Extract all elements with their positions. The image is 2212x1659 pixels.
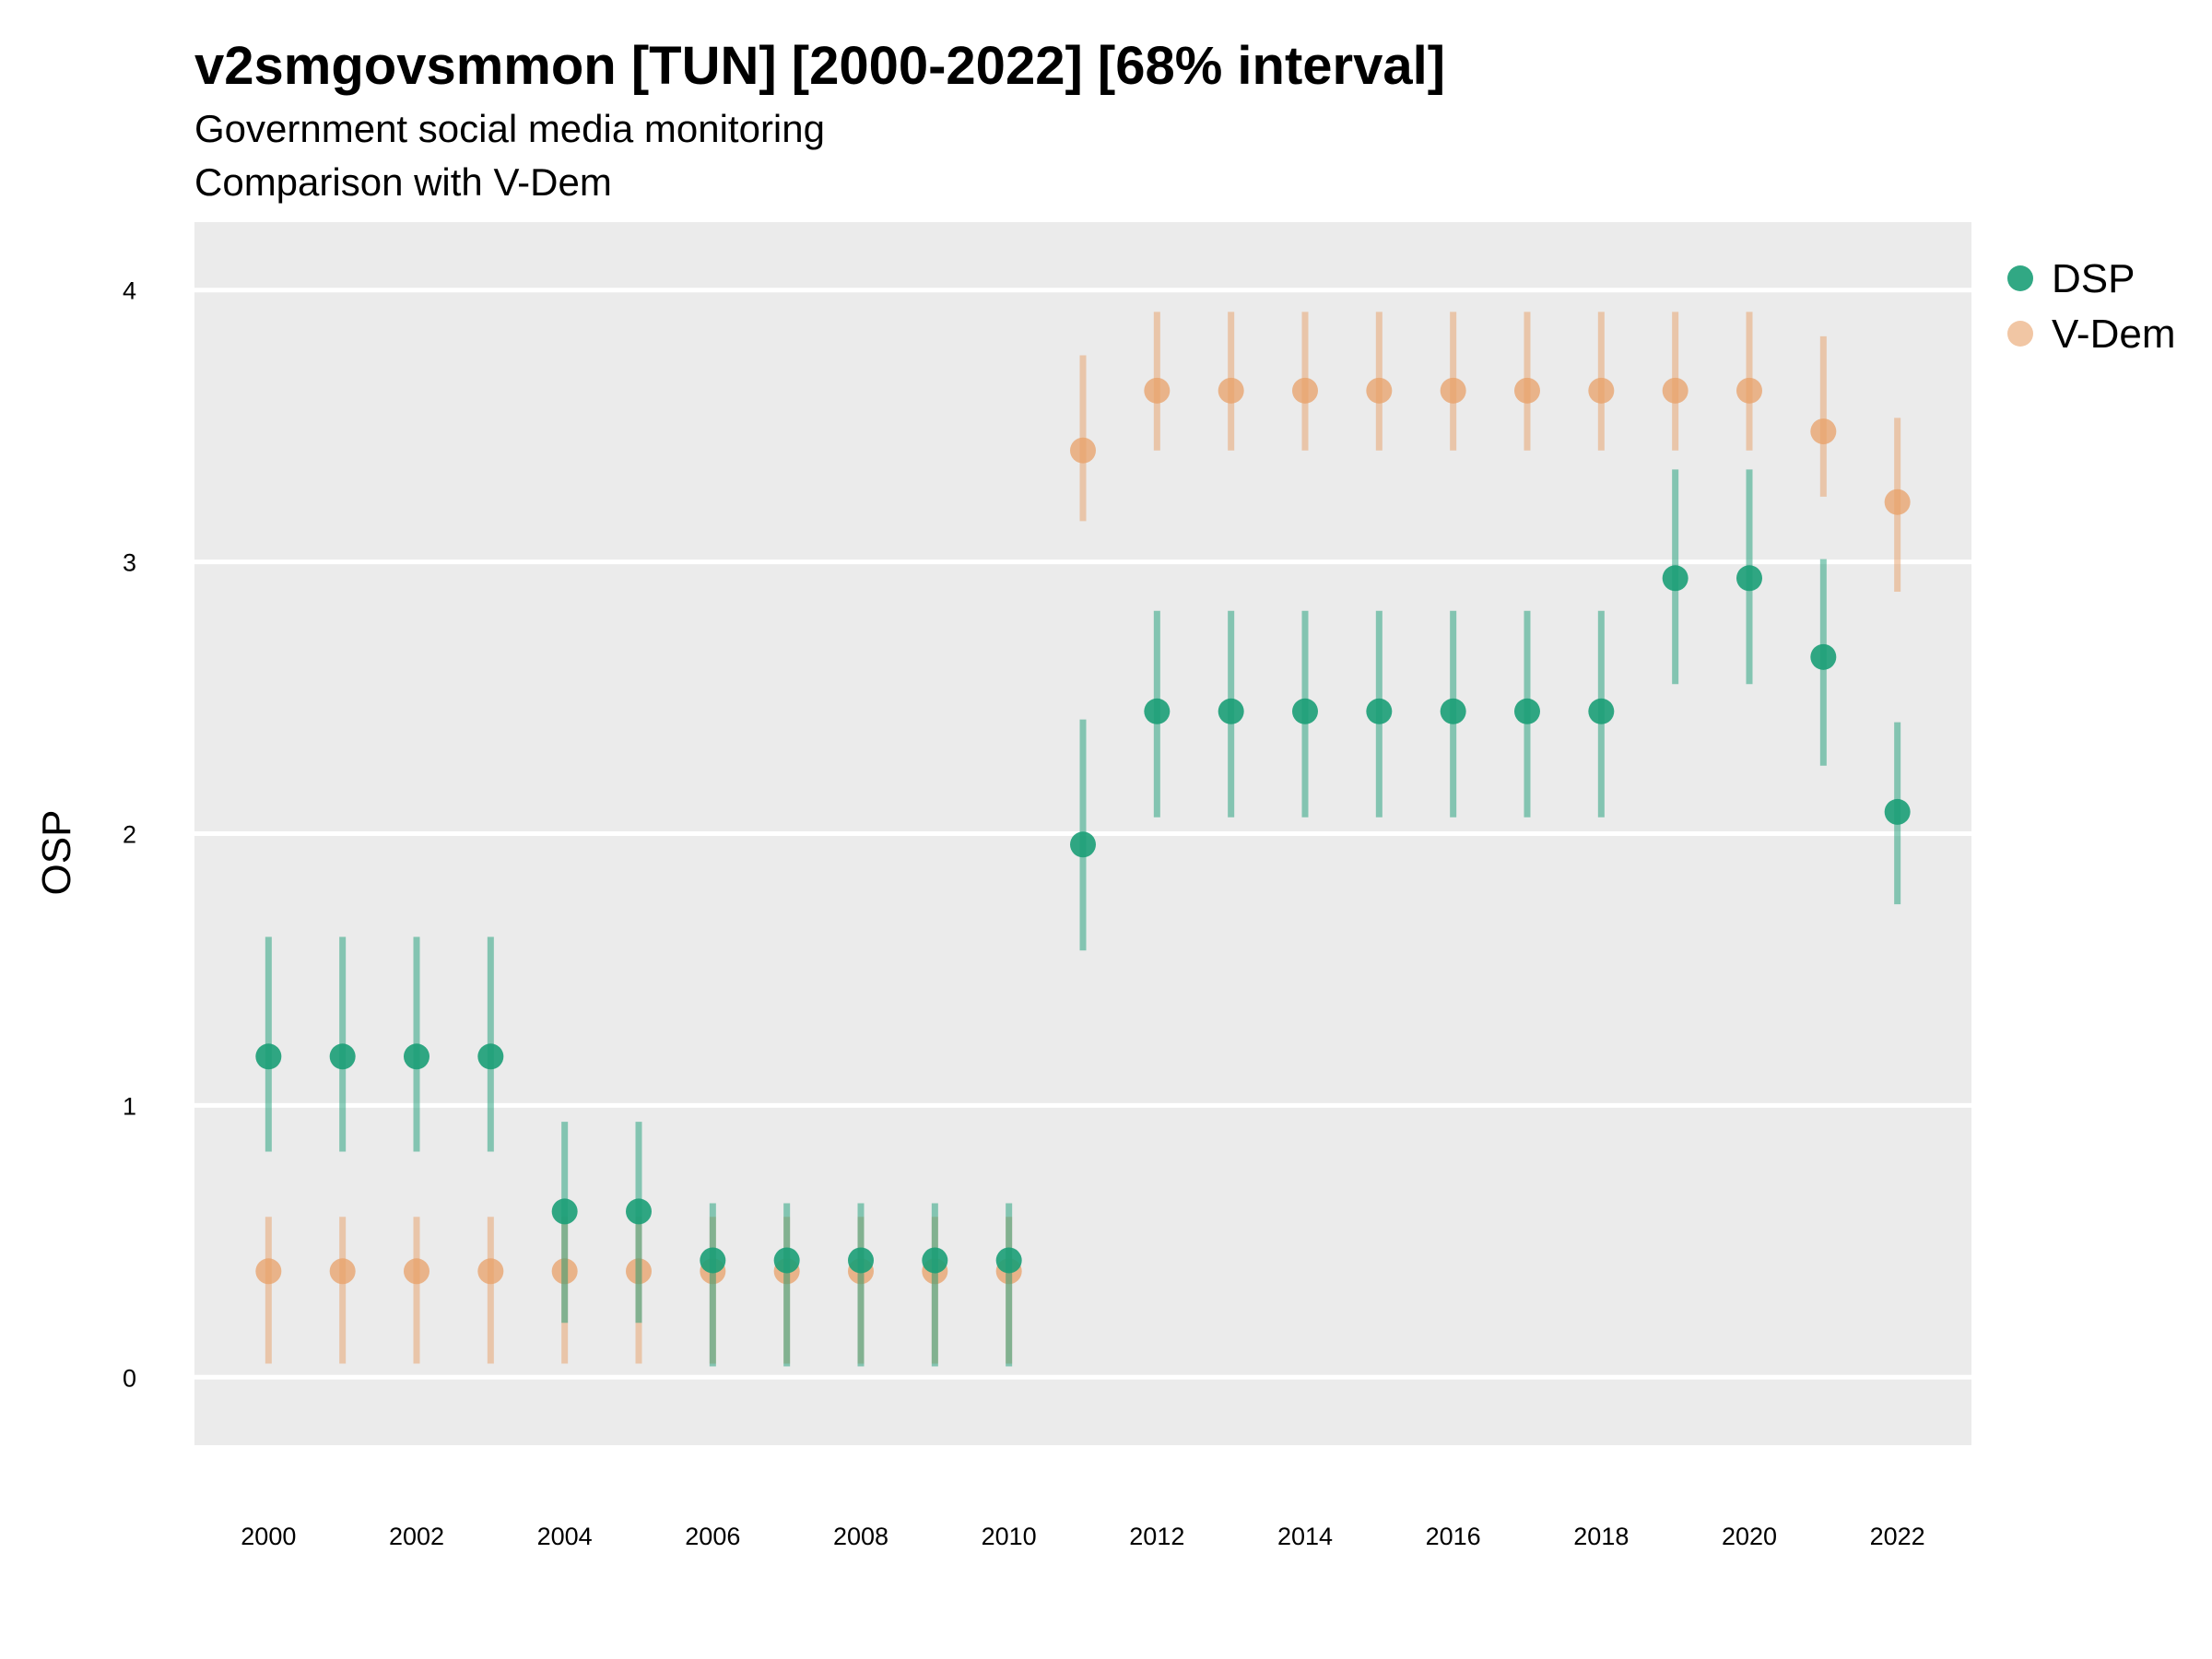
point-dsp [1662,565,1688,592]
point-v-dem [1292,377,1318,404]
y-tick-label: 0 [123,1364,136,1392]
x-tick-label: 2002 [389,1523,444,1550]
point-v-dem [1440,377,1466,404]
x-tick-label: 2016 [1426,1523,1481,1550]
point-dsp [551,1198,578,1225]
x-tick-label: 2010 [982,1523,1037,1550]
point-dsp [477,1043,504,1070]
point-v-dem [477,1258,504,1285]
point-dsp [1514,698,1540,724]
x-tick-label: 2022 [1870,1523,1925,1550]
legend-marker-v-dem [2007,321,2033,347]
x-tick-label: 2018 [1573,1523,1629,1550]
point-v-dem [1884,488,1911,515]
x-tick-label: 2014 [1277,1523,1333,1550]
point-v-dem [1218,377,1244,404]
point-dsp [1736,565,1762,592]
point-dsp [404,1043,429,1070]
series-dsp [255,469,1911,1367]
point-dsp [700,1247,726,1274]
y-tick-label: 4 [123,277,136,305]
y-axis-label: OSP [34,810,79,896]
point-dsp [626,1198,652,1225]
y-tick-label: 3 [123,549,136,577]
x-tick-label: 2012 [1129,1523,1184,1550]
point-dsp [1292,698,1318,724]
x-tick-label: 2020 [1722,1523,1777,1550]
x-tick-label: 2000 [241,1523,296,1550]
point-dsp [773,1247,800,1274]
point-v-dem [329,1258,356,1285]
point-v-dem [1366,377,1393,404]
point-v-dem [1662,377,1688,404]
point-v-dem [1144,377,1171,404]
point-v-dem [1514,377,1540,404]
legend-label-v-dem: V-Dem [2052,312,2175,357]
y-tick-label: 1 [123,1092,136,1120]
x-tick-label: 2006 [685,1523,740,1550]
point-v-dem [1736,377,1762,404]
point-dsp [1070,831,1096,858]
y-axis-ticks: 0 1 2 3 4 [123,277,136,1393]
point-v-dem [255,1258,282,1285]
chart-subtitle: Government social media monitoring [194,107,825,150]
point-dsp [1588,698,1615,724]
x-axis-ticks: 2000 2002 2004 2006 2008 2010 2012 2014 2016 2018… [241,1523,1924,1550]
chart-title: v2smgovsmmon [TUN] [2000-2022] [68% inte… [194,36,1446,96]
point-dsp [1884,798,1911,825]
point-dsp [1218,698,1244,724]
point-dsp [329,1043,356,1070]
point-dsp [995,1247,1022,1274]
point-v-dem [1070,437,1096,464]
point-dsp [922,1247,948,1274]
point-dsp [1440,698,1466,724]
x-tick-label: 2008 [833,1523,888,1550]
point-dsp [1810,643,1837,670]
point-dsp [848,1247,874,1274]
legend-label-dsp: DSP [2052,256,2135,301]
point-v-dem [404,1258,429,1285]
legend: DSP V-Dem [2007,256,2175,357]
x-tick-label: 2004 [537,1523,593,1550]
point-dsp [255,1043,282,1070]
point-dsp [1144,698,1171,724]
point-dsp [1366,698,1393,724]
point-v-dem [1810,418,1837,445]
point-v-dem [1588,377,1615,404]
legend-marker-dsp [2007,265,2033,291]
y-tick-label: 2 [123,821,136,849]
chart-subtitle-comparison: Comparison with V-Dem [194,160,612,204]
